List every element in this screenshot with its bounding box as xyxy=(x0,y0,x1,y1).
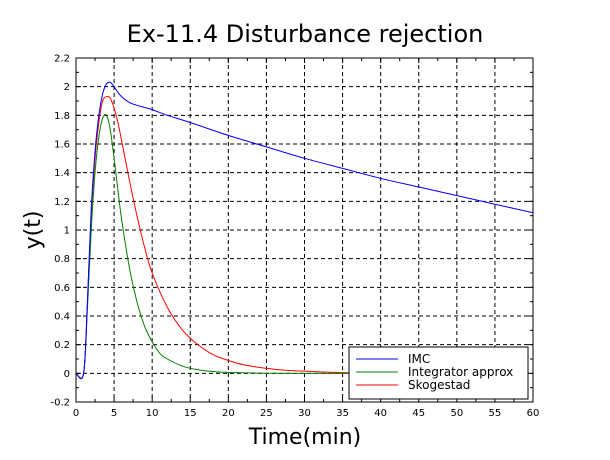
y-tick-label: 2.2 xyxy=(54,54,70,65)
x-tick-label: 35 xyxy=(336,408,349,419)
series-line-integrator-approx xyxy=(75,113,351,379)
legend-label-integrator-approx: Integrator approx xyxy=(408,365,513,379)
x-tick-label: 60 xyxy=(527,408,540,419)
plot-series xyxy=(75,81,534,380)
legend-box xyxy=(348,346,529,400)
legend-label-skogestad: Skogestad xyxy=(408,378,470,392)
x-tick-label: 0 xyxy=(73,408,79,419)
chart-title: Ex-11.4 Disturbance rejection xyxy=(127,20,484,48)
x-tick-label: 15 xyxy=(184,408,197,419)
x-tick-label: 30 xyxy=(298,408,311,419)
x-tick-label: 55 xyxy=(489,408,502,419)
y-tick-label: 0.8 xyxy=(54,254,70,265)
series-line-imc xyxy=(75,81,534,380)
y-tick-label: 1.8 xyxy=(54,111,70,122)
x-tick-label: 5 xyxy=(111,408,117,419)
y-tick-label: 0.2 xyxy=(54,340,70,351)
y-tick-label: 2 xyxy=(64,82,70,93)
y-axis-label: y(t) xyxy=(21,211,46,250)
x-tick-label: 20 xyxy=(222,408,235,419)
legend-label-imc: IMC xyxy=(408,352,430,366)
x-tick-label: 45 xyxy=(412,408,425,419)
y-tick-label: -0.2 xyxy=(50,398,70,409)
y-tick-label: 1.6 xyxy=(54,140,70,151)
y-tick-label: 0.6 xyxy=(54,283,70,294)
x-tick-label: 25 xyxy=(260,408,273,419)
y-tick-label: 1.2 xyxy=(54,197,70,208)
axis-ticks: 0 5 10 15 20 25 30 35 40 45 50 55 60-0.200.20.40.60.… xyxy=(50,54,539,420)
x-tick-label: 10 xyxy=(146,408,159,419)
x-tick-label: 40 xyxy=(374,408,387,419)
x-tick-label: 50 xyxy=(450,408,463,419)
x-axis-label: Time(min) xyxy=(248,425,362,450)
series-line-skogestad xyxy=(75,95,351,380)
y-tick-label: 0.4 xyxy=(54,312,70,323)
y-tick-label: 1 xyxy=(64,226,70,237)
y-tick-label: 0 xyxy=(64,369,70,380)
grid xyxy=(76,58,533,402)
y-tick-label: 1.4 xyxy=(54,168,70,179)
